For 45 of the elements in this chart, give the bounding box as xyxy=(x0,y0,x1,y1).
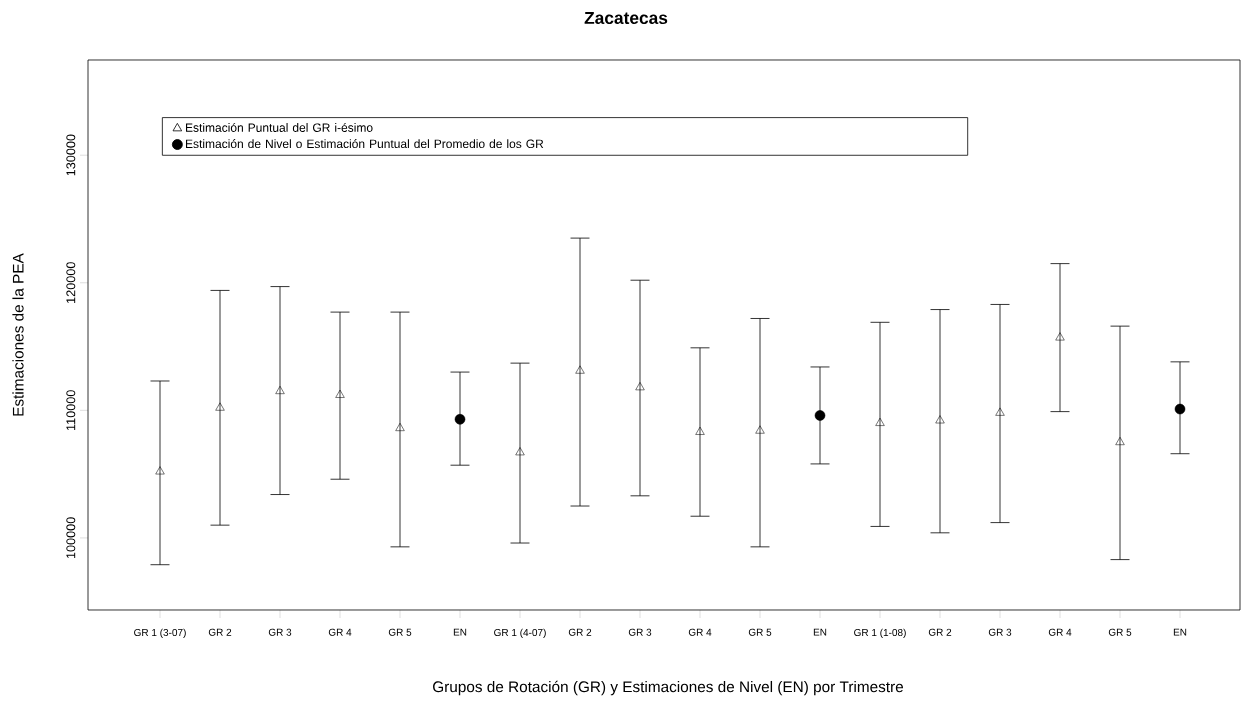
x-tick-label: GR 4 xyxy=(688,628,712,636)
point xyxy=(1055,332,1065,341)
point xyxy=(454,414,466,425)
x-axis-title: Grupos de Rotación (GR) y Estimaciones de Nivel (EN) por Trimestre xyxy=(433,680,904,696)
x-tick-label: EN xyxy=(1173,628,1187,636)
legend-label: Estimación Puntual del GR i-ésimo xyxy=(186,122,373,132)
point xyxy=(275,385,285,394)
x-tick-label: GR 3 xyxy=(628,628,652,636)
y-tick-label: 110000 xyxy=(66,390,76,431)
x-tick-label: GR 2 xyxy=(208,628,232,636)
point xyxy=(875,417,885,426)
y-tick-label: 100000 xyxy=(66,517,76,559)
point xyxy=(1115,436,1125,445)
point xyxy=(814,410,826,421)
x-tick-label: EN xyxy=(813,628,827,636)
y-tick-label: 130000 xyxy=(66,134,76,176)
point xyxy=(755,425,765,434)
x-tick-label: GR 4 xyxy=(1048,628,1072,636)
point xyxy=(575,365,585,374)
x-tick-label: GR 2 xyxy=(568,628,592,636)
x-tick-label: GR 2 xyxy=(928,628,952,636)
x-tick-label: GR 1 (3-07) xyxy=(134,628,186,639)
point xyxy=(635,382,645,391)
chart-title: Zacatecas xyxy=(584,11,668,25)
x-tick-label: EN xyxy=(453,628,467,636)
x-tick-label: GR 5 xyxy=(388,628,412,636)
point xyxy=(515,447,525,456)
x-tick-label: GR 3 xyxy=(268,628,292,636)
x-tick-label: GR 1 (4-07) xyxy=(494,628,546,639)
y-tick-label: 120000 xyxy=(66,262,76,303)
point xyxy=(155,466,165,475)
x-tick-label: GR 3 xyxy=(988,628,1012,636)
point xyxy=(935,415,945,424)
point xyxy=(995,407,1005,416)
y-axis-title: Estimaciones de la PEA xyxy=(12,253,24,416)
point xyxy=(695,426,705,435)
x-tick-label: GR 1 (1-08) xyxy=(854,628,906,639)
point xyxy=(335,389,345,398)
x-tick-label: GR 5 xyxy=(1108,628,1132,636)
point xyxy=(395,422,405,431)
x-tick-label: GR 4 xyxy=(328,628,352,636)
legend-label: Estimación de Nivel o Estimación Puntual del Promedio de los GR xyxy=(186,139,544,149)
x-tick-label: GR 5 xyxy=(748,628,772,636)
point xyxy=(215,402,225,411)
point xyxy=(1174,403,1186,415)
